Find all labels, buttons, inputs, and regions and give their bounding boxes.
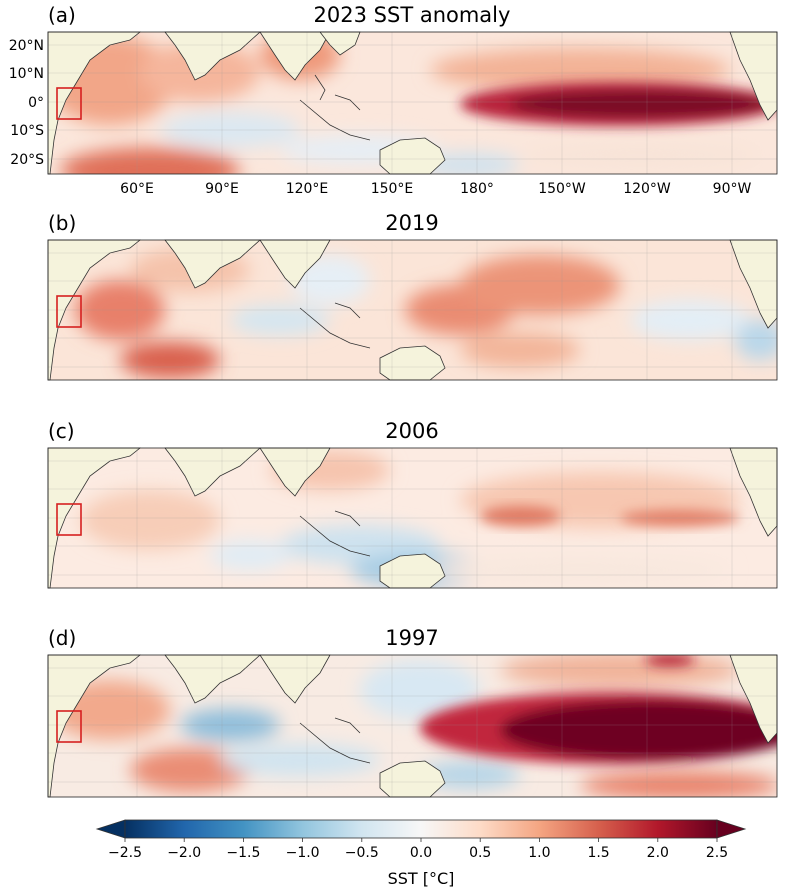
panel-letter: (a) — [48, 3, 76, 27]
panel-title: 1997 — [385, 626, 438, 650]
panel-b: (b) 2019 — [47, 211, 778, 381]
colorbar-tick-label: −2.0 — [167, 845, 201, 861]
panel-letter: (b) — [48, 211, 76, 235]
map-frame — [47, 447, 778, 589]
panel-d: (d) 1997 — [47, 626, 778, 798]
panel-letter: (d) — [48, 626, 76, 650]
colorbar-gradient — [124, 819, 718, 839]
land — [47, 31, 778, 175]
colorbar-tick-label: 2.5 — [706, 845, 728, 861]
map-frame — [47, 654, 778, 798]
colorbar: −2.5 −2.0 −1.5 −1.0 −0.5 0.0 0.5 1.0 1.5 2.0 2.5 S… — [95, 819, 747, 888]
region-box — [56, 710, 82, 743]
map-frame — [47, 239, 778, 381]
map-frame — [47, 31, 778, 175]
lon-tick-label: 120°W — [623, 181, 671, 197]
lat-tick-label: 10°N — [9, 66, 44, 82]
lat-tick-label: 20°N — [9, 38, 44, 54]
colorbar-tick-label: −0.5 — [345, 845, 379, 861]
colorbar-tick-labels: −2.5 −2.0 −1.5 −1.0 −0.5 0.0 0.5 1.0 1.5 2.0 2.5 — [108, 845, 728, 861]
panel-title: 2006 — [385, 419, 438, 443]
colorbar-tick-label: 1.0 — [528, 845, 550, 861]
colorbar-tick-label: −2.5 — [108, 845, 142, 861]
panel-a: (a) 2023 SST anomaly — [9, 3, 778, 197]
lon-tick-label: 120°E — [286, 181, 329, 197]
region-box — [56, 295, 82, 328]
colorbar-ticks — [124, 838, 718, 842]
lon-tick-label: 90°E — [205, 181, 239, 197]
gridlines — [48, 32, 777, 174]
colorbar-tick-label: −1.0 — [286, 845, 320, 861]
colorbar-tick-label: 2.0 — [647, 845, 669, 861]
lat-tick-label: 10°S — [10, 123, 44, 139]
lon-tick-label: 90°W — [713, 181, 752, 197]
lon-tick-label: 180° — [460, 181, 494, 197]
colorbar-extend-min — [95, 819, 126, 839]
gridlines — [48, 655, 777, 797]
colorbar-tick-label: 1.5 — [587, 845, 609, 861]
lat-tick-labels: 20°N 10°N 0° 10°S 20°S — [9, 38, 44, 168]
lon-tick-label: 150°E — [371, 181, 414, 197]
panel-title: 2019 — [385, 211, 438, 235]
panel-title: 2023 SST anomaly — [314, 3, 511, 27]
sst-anomaly-field — [48, 32, 777, 174]
colorbar-tick-label: 0.0 — [410, 845, 432, 861]
colorbar-label: SST [°C] — [388, 869, 455, 888]
lon-tick-label: 60°E — [120, 181, 154, 197]
colorbar-tick-label: −1.5 — [226, 845, 260, 861]
lon-tick-labels: 60°E 90°E 120°E 150°E 180° 150°W 120°W 9… — [120, 181, 751, 197]
gridlines — [48, 448, 777, 588]
colorbar-extend-max — [716, 819, 747, 839]
gridlines — [48, 240, 777, 380]
lat-tick-label: 0° — [28, 95, 44, 111]
region-box — [56, 87, 82, 120]
lat-tick-label: 20°S — [10, 152, 44, 168]
land — [47, 239, 778, 381]
region-box — [56, 503, 82, 536]
panel-letter: (c) — [48, 419, 75, 443]
colorbar-tick-label: 0.5 — [469, 845, 491, 861]
lon-tick-label: 150°W — [538, 181, 586, 197]
land — [47, 654, 778, 798]
panel-c: (c) 2006 — [47, 419, 778, 589]
